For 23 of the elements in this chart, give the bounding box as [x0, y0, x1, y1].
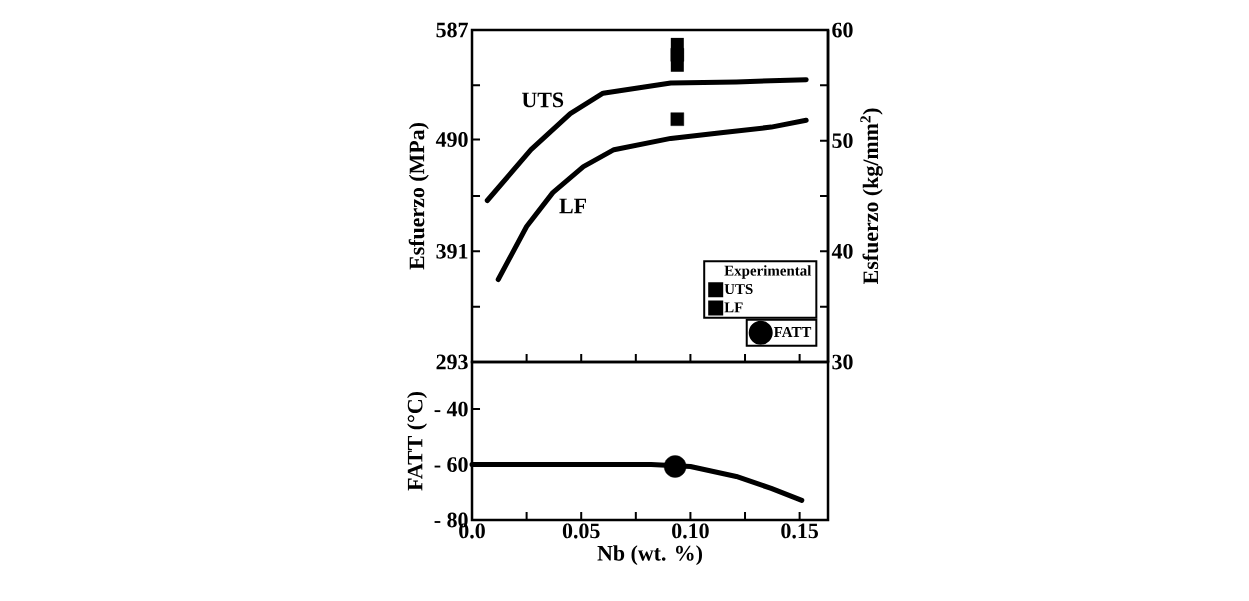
annotation: UTS [522, 92, 564, 108]
legend-label: FATT [773, 327, 812, 337]
y2-tick-label: 40 [831, 243, 853, 259]
y2-tick-label: 50 [832, 133, 853, 149]
x-tick-label: 0.15 [781, 523, 818, 539]
y-axis-title: Esfuerzo (MPa) [408, 123, 429, 270]
x-tick-label: 0.05 [562, 523, 600, 539]
y2-tick-label: 30 [832, 354, 853, 370]
y-tick-label: 293 [436, 354, 468, 370]
y-tick-label: - 40 [434, 401, 468, 417]
legend-title: Experimental [724, 265, 812, 279]
y2-axis-title: Esfuerzo (kg/mm$^{2}$) [860, 108, 883, 284]
y-tick-label: 587 [436, 22, 468, 38]
legend-label: UTS [724, 284, 753, 295]
annotation: LF [559, 198, 586, 214]
y-tick-label: 490 [435, 132, 468, 147]
x-axis-title: Nb (wt. %) [597, 545, 702, 566]
y-tick-label: - 60 [434, 457, 468, 472]
y-tick-label: 391 [436, 243, 468, 259]
legend-label: LF [724, 302, 743, 313]
x-tick-label: 0.10 [672, 523, 709, 539]
y-axis-title: FATT (°C) [407, 392, 427, 491]
y2-tick-label: 60 [832, 22, 853, 38]
